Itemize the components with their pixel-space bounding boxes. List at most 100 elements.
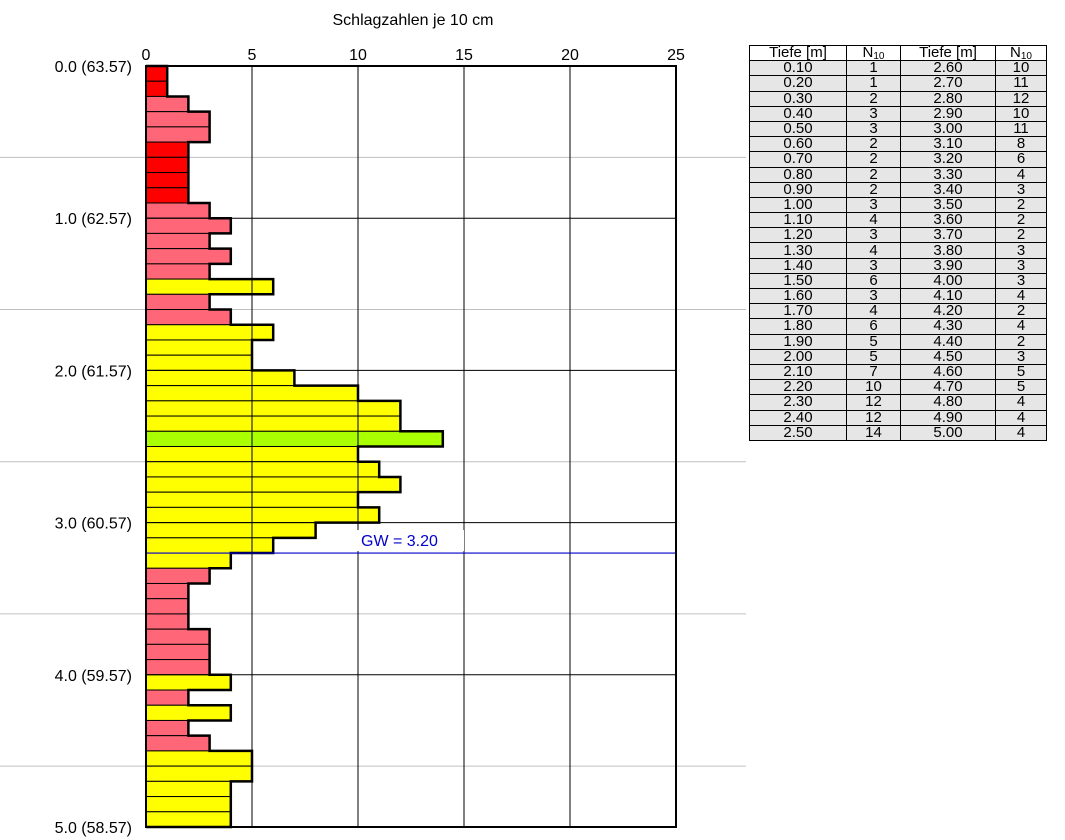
- table-row: 0.10 1 2.60 10: [749, 60, 1047, 77]
- depth-cell: 2.40: [749, 409, 847, 426]
- bar: [145, 704, 232, 721]
- table-row: 1.20 3 3.70 2: [749, 227, 1047, 244]
- bar: [145, 582, 189, 600]
- bar: [145, 522, 317, 539]
- bar: [145, 217, 232, 234]
- bar: [145, 248, 232, 265]
- table-row: 2.10 7 4.60 5: [749, 363, 1047, 381]
- depth-cell: 1.40: [749, 257, 847, 274]
- depth-cell: 2.20: [749, 379, 847, 396]
- n10-cell: 12: [846, 409, 901, 426]
- bar: [145, 689, 189, 706]
- n10-cell: 4: [995, 318, 1047, 335]
- table-row: 0.80 2 3.30 4: [749, 166, 1047, 183]
- depth-cell: 4.90: [900, 409, 996, 426]
- n10-cell: 5: [846, 333, 901, 350]
- depth-cell: 4.30: [900, 318, 996, 335]
- bar-series: [145, 64, 445, 829]
- chart-title: Schlagzahlen je 10 cm: [333, 12, 494, 29]
- n10-cell: 2: [846, 151, 901, 168]
- x-tick-label: 15: [455, 47, 473, 64]
- plot-frame: [145, 65, 677, 828]
- table-row: 0.30 2 2.80 12: [749, 90, 1047, 107]
- depth-cell: 2.30: [749, 394, 847, 411]
- bar: [145, 278, 274, 295]
- bar: [145, 415, 401, 432]
- table-row: 0.20 1 2.70 11: [749, 75, 1047, 92]
- bar: [145, 598, 189, 615]
- depth-cell: 2.60: [900, 60, 996, 77]
- depth-cell: 1.10: [749, 212, 847, 229]
- bar: [145, 765, 253, 782]
- bar: [145, 430, 444, 447]
- n10-cell: 2: [846, 136, 901, 153]
- n10-cell: 2: [846, 166, 901, 183]
- n10-cell: 3: [995, 348, 1047, 365]
- table-row: 1.50 6 4.00 3: [749, 272, 1047, 290]
- bar: [145, 552, 232, 569]
- bar: [145, 750, 253, 767]
- bar: [145, 80, 168, 97]
- bar-outline: [146, 64, 445, 829]
- n10-cell: 14: [846, 424, 901, 441]
- table-row: 2.50 14 5.00 4: [749, 424, 1047, 441]
- bar: [145, 567, 211, 584]
- table-row: 1.90 5 4.40 2: [749, 333, 1047, 350]
- x-tick-label: 0: [142, 47, 151, 64]
- n10-cell: 3: [995, 242, 1047, 259]
- bar: [145, 141, 189, 158]
- groundwater-label-bg: [356, 530, 464, 552]
- depth-cell: 3.70: [900, 227, 996, 244]
- n10-cell: 4: [846, 212, 901, 229]
- depth-cell: 2.70: [900, 75, 996, 92]
- n10-cell: 3: [846, 227, 901, 244]
- table-row: 1.80 6 4.30 4: [749, 318, 1047, 335]
- depth-cell: 4.60: [900, 363, 996, 381]
- bar: [145, 309, 232, 326]
- n10-cell: 5: [846, 348, 901, 365]
- x-tick-labels: 0 5 10 15 20 25: [142, 47, 685, 64]
- y-tick-label: 2.0 (61.57): [55, 363, 132, 380]
- bar: [145, 202, 211, 219]
- bar: [145, 172, 189, 189]
- x-tick-label: 5: [248, 47, 257, 64]
- y-tick-labels: 0.0 (63.57) 1.0 (62.57) 2.0 (61.57) 3.0 (60…: [55, 59, 132, 837]
- n10-cell: 7: [846, 363, 901, 381]
- n10-cell: 2: [846, 90, 901, 107]
- depth-cell: 3.30: [900, 166, 996, 183]
- depth-cell: 2.80: [900, 90, 996, 107]
- depth-cell: 4.00: [900, 272, 996, 290]
- table-row: 0.60 2 3.10 8: [749, 136, 1047, 153]
- bar: [145, 156, 189, 174]
- depth-cell: 2.10: [749, 363, 847, 381]
- table-row: 1.30 4 3.80 3: [749, 242, 1047, 259]
- n10-cell: 3: [846, 196, 901, 214]
- table-row: 1.40 3 3.90 3: [749, 257, 1047, 274]
- depth-cell: 3.00: [900, 120, 996, 138]
- header-depth-2: Tiefe [m]: [900, 44, 996, 62]
- bar: [145, 369, 295, 387]
- depth-cell: 0.50: [749, 120, 847, 138]
- y-tick-label: 0.0 (63.57): [55, 59, 132, 76]
- bar: [145, 659, 211, 676]
- n10-cell: 3: [995, 272, 1047, 290]
- depth-cell: 4.80: [900, 394, 996, 411]
- depth-cell: 2.50: [749, 424, 847, 441]
- depth-cell: 0.10: [749, 60, 847, 77]
- bar: [145, 613, 189, 630]
- bar: [145, 506, 380, 524]
- depth-cell: 3.90: [900, 257, 996, 274]
- bar: [145, 719, 189, 737]
- depth-cell: 3.40: [900, 181, 996, 198]
- n10-cell: 4: [995, 409, 1047, 426]
- n10-cell: 5: [995, 379, 1047, 396]
- bar: [145, 796, 232, 813]
- x-tick-label: 20: [561, 47, 579, 64]
- bar: [145, 461, 380, 478]
- n10-cell: 12: [846, 394, 901, 411]
- depth-cell: 1.30: [749, 242, 847, 259]
- bar: [145, 476, 401, 493]
- n10-cell: 2: [995, 333, 1047, 350]
- bar: [145, 95, 189, 113]
- bar: [145, 780, 232, 798]
